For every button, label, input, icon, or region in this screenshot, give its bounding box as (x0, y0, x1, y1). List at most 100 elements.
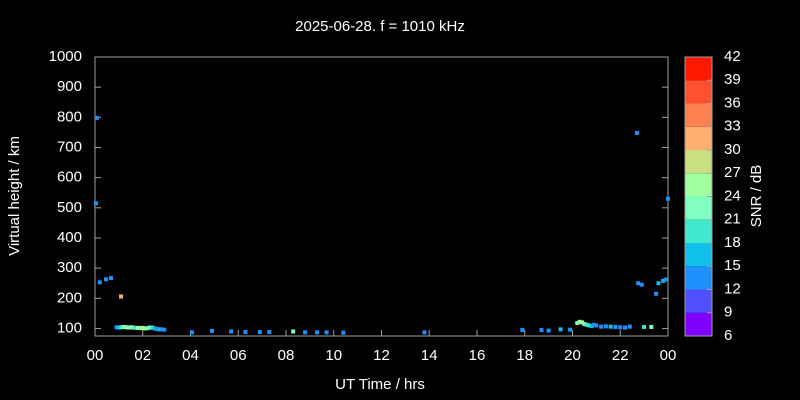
data-point (661, 278, 666, 283)
colorbar-band (685, 289, 712, 313)
x-tick-label: 02 (134, 347, 151, 364)
data-point (189, 330, 194, 335)
colorbar-tick-label: 33 (724, 118, 741, 135)
x-tick-label: 10 (325, 347, 342, 364)
plot-area (94, 56, 669, 337)
colorbar-band (685, 150, 712, 174)
colorbar-band (685, 80, 712, 104)
data-point (584, 322, 589, 327)
colorbar-band (685, 219, 712, 243)
y-tick-label: 500 (57, 199, 82, 216)
data-point (587, 323, 592, 328)
data-point (303, 330, 308, 335)
data-point (162, 327, 167, 332)
data-point (568, 327, 573, 332)
data-point (623, 325, 628, 330)
colorbar-tick-label: 42 (724, 48, 741, 65)
data-point (341, 330, 346, 335)
colorbar-tick-label: 12 (724, 280, 741, 297)
data-point (603, 324, 608, 329)
x-tick-label: 08 (278, 347, 295, 364)
colorbar-band (685, 57, 712, 81)
x-tick-label: 20 (564, 347, 581, 364)
y-tick-label: 600 (57, 169, 82, 186)
x-tick-label: 06 (230, 347, 247, 364)
data-point (634, 131, 639, 136)
y-tick-label: 900 (57, 78, 82, 95)
colorbar-tick-label: 24 (724, 187, 741, 204)
colorbar-tick-label: 21 (724, 211, 741, 228)
data-point (315, 330, 320, 335)
data-point (582, 321, 587, 326)
chart-title: 2025-06-28. f = 1010 kHz (295, 18, 465, 35)
x-tick-label: 22 (612, 347, 629, 364)
data-point (114, 325, 119, 330)
data-point (599, 324, 604, 329)
data-point (147, 325, 152, 330)
colorbar-tick-label: 30 (724, 141, 741, 158)
data-point (642, 324, 647, 329)
data-point (116, 325, 121, 330)
colorbar-band (685, 196, 712, 220)
data-point (133, 325, 138, 330)
colorbar-tick-label: 15 (724, 257, 741, 274)
data-point (119, 294, 124, 299)
data-point (649, 324, 654, 329)
data-point (97, 280, 102, 285)
data-point (520, 327, 525, 332)
data-point (618, 325, 623, 330)
y-tick-label: 400 (57, 229, 82, 246)
y-tick-label: 800 (57, 108, 82, 125)
data-point (138, 326, 143, 331)
data-point (267, 330, 272, 335)
y-tick-label: 100 (57, 319, 82, 336)
data-point (119, 325, 124, 330)
x-tick-label: 16 (469, 347, 486, 364)
data-point (157, 327, 162, 332)
data-point (636, 281, 641, 286)
data-point (546, 328, 551, 333)
data-point (627, 324, 632, 329)
data-point (209, 328, 214, 333)
data-point (121, 324, 126, 329)
data-point (243, 330, 248, 335)
data-point (103, 277, 108, 282)
x-tick-label: 04 (182, 347, 199, 364)
data-point (150, 325, 155, 330)
data-point (257, 330, 262, 335)
data-point (591, 322, 596, 327)
colorbar-band (685, 103, 712, 127)
x-tick-label: 18 (516, 347, 533, 364)
data-point (93, 201, 98, 206)
data-point (108, 276, 113, 281)
data-point (291, 329, 296, 334)
y-tick-label: 300 (57, 259, 82, 276)
data-point (140, 325, 145, 330)
data-point (159, 327, 164, 332)
data-point (539, 327, 544, 332)
colorbar-band (685, 126, 712, 150)
y-tick-label: 200 (57, 289, 82, 306)
data-point (594, 323, 599, 328)
data-point (613, 324, 618, 329)
x-axis-label: UT Time / hrs (335, 376, 425, 393)
data-point (128, 325, 133, 330)
data-point (558, 327, 563, 332)
colorbar-band (685, 266, 712, 290)
data-point (663, 277, 668, 282)
x-tick-label: 14 (421, 347, 438, 364)
data-point (608, 324, 613, 329)
data-point (229, 329, 234, 334)
x-tick-label: 12 (373, 347, 390, 364)
colorbar-tick-label: 9 (724, 304, 732, 321)
data-point (654, 291, 659, 296)
y-tick-label: 700 (57, 138, 82, 155)
colorbar-tick-label: 27 (724, 164, 741, 181)
data-point (126, 325, 131, 330)
data-point (143, 326, 148, 331)
data-point (639, 282, 644, 287)
colorbar-tick-label: 36 (724, 94, 741, 111)
data-point (124, 325, 129, 330)
data-point (94, 115, 99, 120)
